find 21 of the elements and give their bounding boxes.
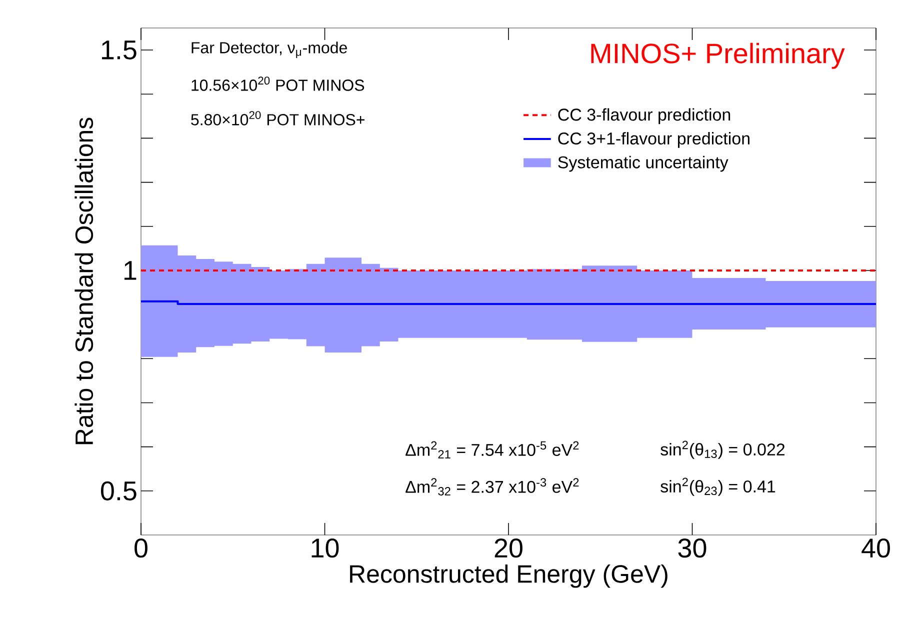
annotation: Systematic uncertainty xyxy=(558,156,728,172)
y-tick-label: 0.5 xyxy=(100,481,136,500)
annotation: Δm$^{2}$$_{32}$ = 2.37 x10$^{-3}$ eV$^{2}$ xyxy=(406,478,579,496)
x-tick-label: 20 xyxy=(494,538,522,558)
annotation: MINOS+ Preliminary xyxy=(591,42,845,69)
annotation: sin$^{2}$(θ$_{23}$) = 0.41 xyxy=(660,478,776,496)
x-tick-label: 10 xyxy=(312,538,339,558)
legend-label: CC 3-flavour prediction xyxy=(558,108,730,124)
y-axis-title: Ratio to Standard Oscillations xyxy=(74,118,94,444)
x-tick-label: 30 xyxy=(678,538,706,558)
y-tick-label: 1 xyxy=(124,261,136,280)
annotation: 5.80×10$^{20}$ POT MINOS+ xyxy=(191,111,364,126)
annotation: sin$^{2}$(θ$_{13}$) = 0.022 xyxy=(660,440,785,459)
x-axis-title: Reconstructed Energy (GeV) xyxy=(350,564,668,588)
annotation: Far Detector, ν$_{μ}$-mode xyxy=(192,42,347,58)
legend-label: CC 3+1-flavour prediction xyxy=(558,132,750,148)
annotation: Δm$^{2}$$_{21}$ = 7.54 x10$^{-5}$ eV$^{2}$ xyxy=(406,441,579,458)
x-tick-label: 40 xyxy=(862,538,890,558)
y-tick-label: 1.5 xyxy=(102,40,136,60)
x-tick-label: 0 xyxy=(134,538,148,558)
annotation: 10.56×10$^{20}$ POT MINOS xyxy=(192,76,364,91)
